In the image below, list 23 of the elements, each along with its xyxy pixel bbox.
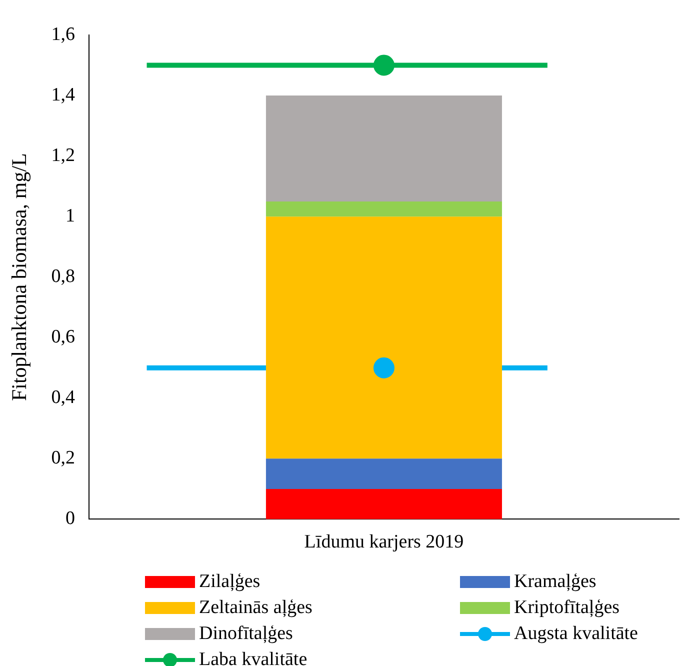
bar xyxy=(266,488,502,520)
legend-label: Zeltainās aļģes xyxy=(199,597,312,619)
y-tick-label: 0,4 xyxy=(51,387,76,408)
y-tick-label: 0,2 xyxy=(51,448,75,469)
y-tick-label: 0,6 xyxy=(51,326,75,348)
y-axis-title: Fitoplanktona biomasa, mg/L xyxy=(7,153,32,402)
legend-label: Zilaļģes xyxy=(199,571,260,593)
legend-label: Laba kvalitāte xyxy=(199,649,308,666)
y-tick-label: 0,8 xyxy=(51,266,75,288)
y-tick-label: 1,2 xyxy=(51,145,75,166)
bar xyxy=(266,201,502,217)
bar xyxy=(266,458,502,489)
legend-label: Augsta kvalitāte xyxy=(514,623,638,645)
legend-label: Kriptofītaļģes xyxy=(514,597,620,619)
legend-label: Kramaļģes xyxy=(514,571,596,593)
x-tick-label: Līdumu karjers 2019 xyxy=(304,532,464,553)
y-tick-label: 1,4 xyxy=(51,84,76,106)
y-tick-label: 0 xyxy=(65,508,75,530)
legend-label: Dinofītaļģes xyxy=(199,623,293,645)
bar xyxy=(266,96,502,202)
y-tick-label: 1 xyxy=(65,206,75,227)
bar xyxy=(266,216,502,459)
y-tick-label: 1,6 xyxy=(51,24,75,45)
